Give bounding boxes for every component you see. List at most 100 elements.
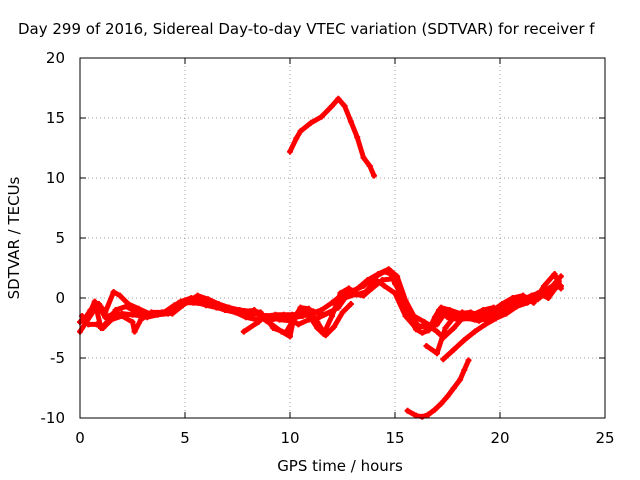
data-point — [480, 307, 487, 313]
data-point — [450, 314, 457, 321]
data-point — [545, 289, 552, 295]
data-point — [425, 411, 432, 418]
data-point — [421, 319, 428, 325]
data-point — [478, 313, 485, 319]
data-point — [282, 329, 289, 336]
data-point — [343, 292, 350, 299]
data-point — [240, 328, 247, 335]
data-point — [331, 323, 338, 330]
data-point — [461, 337, 468, 343]
data-point — [125, 301, 132, 307]
data-point — [551, 271, 558, 277]
data-point — [93, 321, 100, 328]
data-point — [354, 134, 361, 141]
data-point — [555, 278, 562, 285]
data-point — [226, 304, 233, 311]
data-point — [446, 307, 453, 313]
data-point — [215, 301, 222, 307]
data-series-arc-9 — [404, 357, 472, 420]
data-point — [236, 307, 243, 313]
data-point — [499, 301, 506, 307]
data-point — [379, 277, 386, 283]
data-point — [410, 313, 417, 319]
data-point — [205, 296, 212, 303]
data-point — [95, 301, 102, 307]
data-point — [434, 350, 440, 357]
data-point — [326, 309, 333, 316]
data-point — [329, 299, 335, 306]
data-point — [442, 325, 449, 331]
data-point — [308, 119, 314, 126]
x-tick-label: 25 — [595, 429, 614, 447]
data-point — [444, 393, 451, 400]
data-point — [371, 172, 377, 179]
data-point — [368, 285, 375, 292]
plot-frame — [79, 57, 606, 419]
data-point — [360, 154, 367, 161]
data-point — [509, 295, 516, 301]
series-line — [405, 357, 471, 420]
data-point — [87, 307, 94, 313]
data-point — [545, 295, 552, 301]
data-point — [385, 266, 392, 273]
data-point — [360, 292, 367, 299]
grid — [80, 58, 605, 418]
data-point — [85, 321, 92, 328]
y-tick-label: 20 — [46, 49, 65, 67]
data-point — [200, 301, 207, 307]
chart-title: Day 299 of 2016, Sidereal Day-to-day VTE… — [18, 20, 595, 38]
y-tick-label: -10 — [41, 409, 66, 427]
data-point — [394, 273, 401, 280]
data-point — [440, 356, 447, 363]
data-point — [450, 325, 457, 331]
data-point — [91, 298, 98, 305]
data-point — [148, 309, 155, 316]
data-point — [335, 95, 342, 102]
x-tick-label: 0 — [75, 429, 85, 447]
data-point — [438, 400, 445, 407]
data-series-arc-8 — [287, 95, 377, 179]
data-point — [404, 407, 411, 414]
y-tick-label: 10 — [46, 169, 65, 187]
data-point — [431, 406, 438, 413]
data-point — [295, 321, 302, 328]
data-point — [108, 316, 115, 323]
data-point — [541, 283, 548, 289]
data-point — [179, 302, 186, 309]
y-tick-label: 15 — [46, 109, 65, 127]
data-point — [299, 310, 306, 317]
x-tick-label: 10 — [280, 429, 299, 447]
data-point — [423, 343, 430, 349]
data-point — [129, 319, 136, 325]
data-point — [293, 135, 300, 142]
series-line — [287, 96, 377, 179]
data-series-group — [77, 95, 564, 420]
data-point — [366, 163, 373, 169]
data-point — [513, 303, 520, 310]
data-point — [345, 285, 352, 292]
data-point — [305, 305, 312, 312]
data-point — [419, 329, 426, 336]
data-point — [429, 323, 436, 330]
data-point — [274, 315, 281, 322]
data-point — [322, 332, 329, 339]
data-point — [102, 309, 109, 316]
data-point — [450, 346, 457, 353]
data-point — [287, 333, 293, 340]
data-point — [255, 319, 262, 325]
data-point — [459, 309, 466, 316]
data-point — [557, 285, 564, 292]
data-point — [402, 297, 409, 304]
data-point — [110, 289, 117, 295]
data-point — [434, 328, 440, 335]
data-point — [457, 376, 464, 383]
data-point — [347, 301, 354, 307]
data-point — [465, 357, 472, 364]
data-point — [335, 304, 342, 311]
data-point — [247, 308, 254, 315]
data-point — [158, 309, 165, 316]
data-point — [339, 309, 346, 316]
x-tick-label: 20 — [490, 429, 509, 447]
x-tick-label: 5 — [180, 429, 190, 447]
